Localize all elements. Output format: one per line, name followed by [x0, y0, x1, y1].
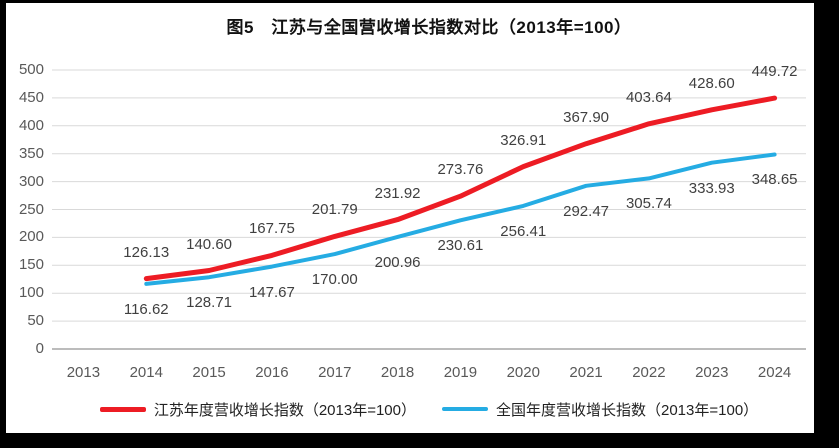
- data-label-series-1: 305.74: [625, 195, 672, 213]
- data-label-series-1: 147.67: [248, 283, 295, 301]
- y-tick-label: 450: [18, 88, 44, 106]
- y-tick-label: 300: [18, 172, 44, 190]
- data-label-series-0: 326.91: [500, 131, 547, 149]
- data-label-series-0: 167.75: [248, 220, 295, 238]
- y-tick-label: 400: [18, 116, 44, 134]
- data-label-series-1: 292.47: [563, 202, 610, 220]
- series-line-1: [144, 152, 777, 286]
- x-tick-label: 2022: [632, 364, 666, 381]
- y-tick-label: 100: [18, 284, 44, 302]
- legend-item-jiangsu: 江苏年度营收增长指数（2013年=100）: [99, 399, 416, 420]
- legend-item-national: 全国年度营收增长指数（2013年=100）: [442, 399, 758, 420]
- y-tick-label: 50: [27, 312, 44, 330]
- y-tick-label: 250: [18, 200, 44, 218]
- data-label-series-1: 333.93: [688, 179, 735, 197]
- data-label-series-0: 201.79: [311, 201, 358, 219]
- data-label-series-0: 403.64: [625, 88, 672, 106]
- chart-legend: 江苏年度营收增长指数（2013年=100） 全国年度营收增长指数（2013年=1…: [52, 397, 806, 421]
- data-label-series-0: 367.90: [563, 108, 610, 126]
- data-label-series-1: 116.62: [123, 300, 169, 318]
- series-line-0: [143, 95, 778, 282]
- y-tick-label: 350: [18, 144, 44, 162]
- x-tick-label: 2021: [569, 364, 603, 381]
- x-tick-label: 2020: [506, 364, 540, 381]
- x-tick-label: 2017: [318, 364, 352, 381]
- y-tick-label: 200: [18, 228, 44, 246]
- x-tick-label: 2014: [129, 364, 163, 381]
- data-label-series-1: 256.41: [500, 222, 547, 240]
- data-label-series-1: 170.00: [311, 271, 358, 289]
- data-label-series-0: 449.72: [751, 63, 798, 81]
- legend-label-national: 全国年度营收增长指数（2013年=100）: [496, 401, 759, 419]
- data-label-series-0: 428.60: [688, 74, 735, 92]
- data-label-series-1: 200.96: [374, 253, 421, 271]
- data-label-series-1: 128.71: [186, 294, 233, 312]
- chart-panel: 图5 江苏与全国营收增长指数对比（2013年=100） 0 50 100 150 200…: [6, 3, 814, 433]
- data-label-series-0: 231.92: [374, 184, 421, 202]
- y-tick-label: 150: [18, 256, 44, 274]
- x-tick-label: 2016: [255, 364, 289, 381]
- y-tick-label: 500: [18, 61, 44, 78]
- data-label-series-0: 126.13: [123, 243, 170, 261]
- x-tick-label: 2015: [192, 364, 226, 381]
- y-tick-label: 0: [35, 340, 44, 357]
- x-tick-label: 2019: [443, 364, 478, 381]
- x-tick-label: 2023: [695, 364, 729, 381]
- data-label-series-1: 348.65: [751, 171, 798, 189]
- legend-line-swatch-blue: [442, 407, 488, 411]
- data-label-series-1: 230.61: [437, 237, 484, 255]
- chart-title: 图5 江苏与全国营收增长指数对比（2013年=100）: [226, 18, 632, 37]
- data-label-series-0: 140.60: [186, 235, 233, 253]
- x-tick-label: 2013: [66, 364, 101, 381]
- data-label-series-0: 273.76: [437, 161, 484, 179]
- legend-line-swatch-red: [99, 406, 146, 412]
- x-tick-label: 2018: [380, 364, 415, 381]
- x-tick-label: 2024: [757, 364, 792, 381]
- chart-plot-area: [52, 69, 806, 350]
- legend-label-jiangsu: 江苏年度营收增长指数（2013年=100）: [153, 401, 416, 419]
